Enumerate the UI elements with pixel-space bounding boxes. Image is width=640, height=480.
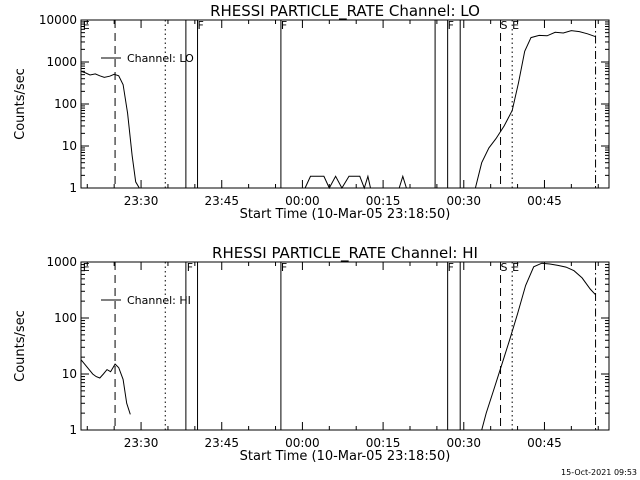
x-tick-label: 00:00	[285, 436, 320, 450]
y-axis-label: Counts/sec	[13, 68, 28, 140]
y-tick-label: 10	[62, 139, 77, 153]
flag-label: E	[83, 261, 90, 274]
y-tick-label: 1	[69, 181, 77, 195]
legend-entry: Channel: HI	[127, 294, 191, 307]
chart-title: RHESSI PARTICLE_RATE Channel: LO	[210, 2, 480, 21]
y-tick-label: 10000	[39, 13, 77, 27]
series-line	[474, 30, 596, 189]
flag-label: S	[501, 261, 508, 274]
x-tick-label: 00:30	[446, 436, 481, 450]
flag-label: E	[512, 261, 519, 274]
y-tick-label: 1000	[46, 55, 77, 69]
y-tick-label: 100	[54, 97, 77, 111]
x-tick-label: 00:30	[446, 194, 481, 208]
chart-title: RHESSI PARTICLE_RATE Channel: HI	[212, 244, 478, 263]
y-tick-label: 1000	[46, 255, 77, 269]
x-tick-label: 23:30	[124, 436, 159, 450]
chart-panel-hi: RHESSI PARTICLE_RATE Channel: HI 23:30 23:…	[13, 244, 610, 464]
legend-entry: Channel: LO	[127, 52, 194, 65]
flag-label: F	[448, 261, 454, 274]
y-axis-label: Counts/sec	[13, 310, 28, 382]
flag-label: S	[501, 19, 508, 32]
flag-label: F	[187, 261, 193, 274]
y-tick-label: 1	[69, 423, 77, 437]
chart-panel-lo: RHESSI PARTICLE_RATE Channel: LO 23:30 23:…	[13, 2, 610, 222]
x-axis-label: Start Time (10-Mar-05 23:18:50)	[240, 449, 451, 464]
series-line	[398, 174, 407, 189]
x-tick-label: 23:30	[124, 194, 159, 208]
x-tick-label: 23:45	[204, 436, 239, 450]
series-line	[481, 262, 596, 431]
flag-label: F	[281, 19, 287, 32]
x-axis-label: Start Time (10-Mar-05 23:18:50)	[240, 207, 451, 222]
flag-label: E	[512, 19, 519, 32]
flag-label: F	[281, 261, 287, 274]
flag-label: F	[448, 19, 454, 32]
x-tick-label: 23:45	[204, 194, 239, 208]
generation-timestamp: 15-Oct-2021 09:53	[561, 468, 637, 477]
series-line	[80, 70, 140, 189]
flag-label: E	[83, 19, 90, 32]
x-tick-label: 00:45	[527, 194, 562, 208]
series-line	[80, 359, 131, 415]
y-tick-label: 100	[54, 311, 77, 325]
x-tick-label: 00:15	[366, 194, 401, 208]
flag-label: F	[198, 19, 204, 32]
x-tick-label: 00:45	[527, 436, 562, 450]
series-line	[304, 174, 371, 190]
x-tick-label: 00:15	[366, 436, 401, 450]
plot-frame	[80, 19, 610, 189]
y-tick-label: 10	[62, 367, 77, 381]
x-tick-label: 00:00	[285, 194, 320, 208]
plot-frame	[80, 261, 610, 431]
